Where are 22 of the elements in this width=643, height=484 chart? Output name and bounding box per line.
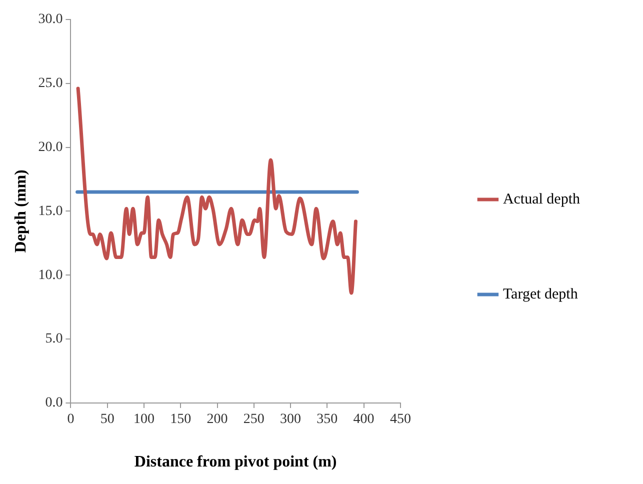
x-tick-label: 0 [67,412,74,428]
y-tick-label: 15.0 [38,204,63,219]
y-tick-label: 10.0 [38,268,63,283]
x-tick-label: 100 [133,412,154,428]
x-tick-label: 400 [353,412,374,428]
y-tick-label: 30.0 [38,12,63,28]
x-tick-label: 200 [206,412,228,428]
x-tick-label: 250 [243,412,264,428]
y-tick-label: 5.0 [45,332,63,347]
y-tick-label: 0.0 [45,396,63,411]
legend-label: Target depth [502,286,578,302]
x-tick-label: 350 [316,412,338,428]
x-tick-label: 150 [170,412,192,428]
x-tick-label: 450 [390,412,411,428]
y-tick-label: 25.0 [38,76,63,92]
y-tick-label: 20.0 [38,140,63,155]
x-tick-label: 300 [280,412,302,428]
legend-label: Actual depth [502,191,580,208]
x-tick-label: 50 [100,412,114,428]
x-axis-title: Distance from pivot point (m) [134,454,337,471]
y-axis-title: Depth (mm) [12,170,30,253]
line-series [76,86,358,295]
